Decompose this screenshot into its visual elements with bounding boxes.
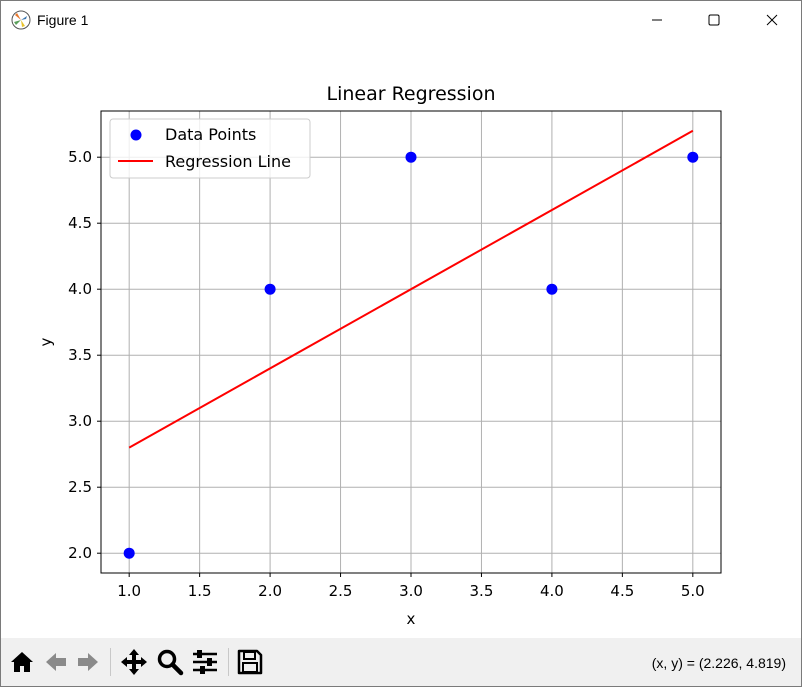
y-tick-label: 2.0: [68, 544, 92, 562]
back-icon: [46, 653, 66, 671]
home-icon: [11, 652, 33, 672]
minimize-button[interactable]: [628, 1, 686, 38]
toolbar-separator: [228, 648, 229, 676]
data-point: [687, 151, 699, 163]
y-tick-label: 4.0: [68, 280, 92, 298]
y-tick-label: 3.5: [68, 346, 92, 364]
save-button[interactable]: [234, 646, 266, 678]
y-tick-label: 3.0: [68, 412, 92, 430]
toolbar-separator: [110, 648, 111, 676]
data-point: [264, 283, 276, 295]
legend-box: [109, 118, 311, 179]
pan-button[interactable]: [118, 646, 150, 678]
x-tick-label: 4.5: [610, 582, 634, 600]
title-bar: Figure 1: [1, 1, 801, 38]
save-icon: [237, 649, 263, 675]
legend-label-data-points: Data Points: [165, 125, 256, 144]
x-tick-label: 1.5: [188, 582, 212, 600]
data-point: [123, 547, 135, 559]
maximize-icon: [708, 14, 720, 25]
chart-title: Linear Regression: [326, 83, 495, 105]
close-icon: [766, 14, 778, 25]
x-tick-label: 5.0: [681, 582, 705, 600]
window-title: Figure 1: [37, 12, 89, 28]
y-tick-label: 4.5: [68, 214, 92, 232]
legend-marker-data-points: [130, 129, 142, 141]
navigation-toolbar: (x, y) = (2.226, 4.819): [1, 638, 801, 686]
legend: Data Points Regression Line: [109, 118, 311, 179]
maximize-button[interactable]: [685, 1, 743, 38]
minimize-icon: [652, 19, 662, 20]
zoom-icon: [157, 649, 184, 676]
forward-button[interactable]: [72, 646, 104, 678]
matplotlib-app-icon: [11, 10, 31, 30]
cursor-coordinates: (x, y) = (2.226, 4.819): [651, 655, 786, 671]
back-button[interactable]: [40, 646, 72, 678]
x-tick-label: 1.0: [117, 582, 141, 600]
y-axis-label: y: [37, 337, 55, 346]
x-tick-label: 2.5: [329, 582, 353, 600]
y-tick-label: 5.0: [68, 148, 92, 166]
legend-label-regression-line: Regression Line: [165, 152, 291, 171]
regression-line: [128, 129, 694, 449]
home-button[interactable]: [6, 646, 38, 678]
configure-subplots-icon: [193, 650, 217, 674]
x-tick-label: 4.0: [540, 582, 564, 600]
data-point: [546, 283, 558, 295]
y-tick-label: 2.5: [68, 478, 92, 496]
x-tick-label: 2.0: [258, 582, 282, 600]
data-point: [405, 151, 417, 163]
pan-icon: [121, 649, 147, 675]
configure-subplots-button[interactable]: [189, 646, 221, 678]
close-button[interactable]: [743, 1, 801, 38]
plot-svg[interactable]: 1.0 1.5 2.0 2.5 3.0 3.5 4.0 4.5 5.0 2.0 2.5 3.0 3.5…: [1, 38, 801, 638]
zoom-button[interactable]: [154, 646, 186, 678]
figure-canvas[interactable]: 1.0 1.5 2.0 2.5 3.0 3.5 4.0 4.5 5.0 2.0 2.5 3.0 3.5…: [1, 38, 801, 638]
x-tick-label: 3.0: [399, 582, 423, 600]
x-tick-label: 3.5: [470, 582, 494, 600]
x-axis-label: x: [407, 610, 416, 628]
forward-icon: [78, 653, 98, 671]
